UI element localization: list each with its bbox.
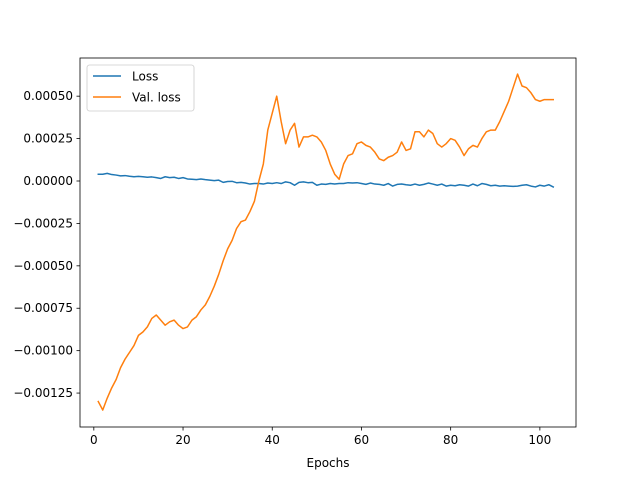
legend-label-loss: Loss: [132, 70, 158, 84]
y-tick-label: −0.00050: [13, 259, 73, 273]
y-tick-label: −0.00125: [13, 386, 73, 400]
series-line-val-loss: [97, 73, 554, 411]
x-tick-label: 40: [265, 433, 280, 447]
x-tick-label: 60: [354, 433, 369, 447]
x-tick-label: 20: [175, 433, 190, 447]
y-tick-label: 0.00025: [23, 132, 73, 146]
y-tick-label: −0.00100: [13, 344, 73, 358]
series-line-loss: [97, 172, 555, 188]
y-tick-label: 0.00000: [23, 174, 73, 188]
x-tick-label: 0: [90, 433, 98, 447]
series-layer: [97, 73, 555, 411]
y-axis-ticks: −0.00125 −0.00100 −0.00075 −0.00050 −0.00025…: [13, 89, 80, 400]
legend-label-val-loss: Val. loss: [132, 91, 181, 105]
plot-frame: [79, 57, 577, 428]
x-tick-label: 80: [443, 433, 458, 447]
legend: Loss Val. loss: [86, 64, 195, 112]
y-tick-label: −0.00075: [13, 301, 73, 315]
x-axis-ticks: 0 20 40 60 80 100: [90, 427, 551, 447]
x-tick-label: 100: [528, 433, 551, 447]
y-tick-label: −0.00025: [13, 216, 73, 230]
y-tick-label: 0.00050: [23, 89, 73, 103]
x-axis-label: Epochs: [307, 456, 350, 470]
